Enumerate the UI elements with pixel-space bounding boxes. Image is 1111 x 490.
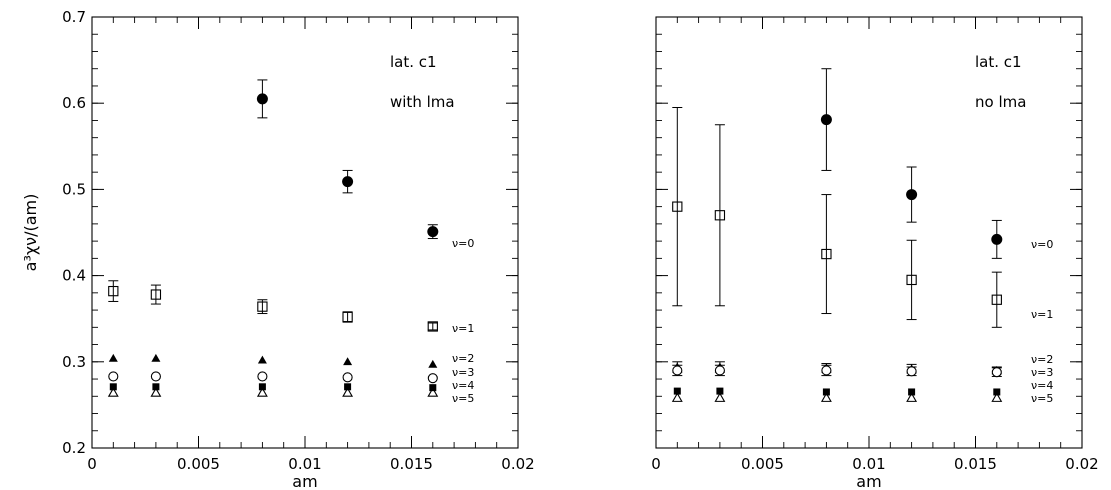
left-nu2-point [151, 353, 161, 362]
left-nu1-label: ν=1 [452, 322, 474, 335]
left-nu2-point [343, 357, 353, 366]
left-nu4-point [109, 383, 117, 391]
left-nu0-point [342, 176, 354, 188]
left-nu3-label: ν=3 [452, 366, 474, 379]
right-x-tick-label: 0.01 [852, 455, 885, 473]
right-nu1-point [821, 248, 832, 260]
left-y-tick-label: 0.7 [62, 8, 86, 26]
right-nu0-label: ν=0 [1031, 238, 1053, 251]
left-nu1-point [342, 311, 353, 323]
right-nu2-label: ν=2 [1031, 353, 1053, 366]
left-nu3-point [257, 371, 268, 382]
right-series-nu1 [672, 107, 1002, 328]
right-series-nu0 [820, 68, 1003, 259]
right-nu1-label: ν=1 [1031, 308, 1053, 321]
left-y-tick-label: 0.4 [62, 267, 86, 285]
left-y-tick-label: 0.2 [62, 439, 86, 457]
right-annotation: lat. c1 [975, 53, 1022, 71]
left-x-tick-label: 0 [87, 455, 97, 473]
right-x-tick-label: 0 [651, 455, 661, 473]
right-nu1-point [714, 210, 726, 221]
right-nu4-point [908, 388, 916, 396]
left-series-nu1 [108, 280, 438, 332]
right-nu3-point [906, 366, 917, 377]
right-nu4-point [822, 388, 830, 396]
left-nu4-point [344, 383, 352, 391]
left-y-tick-label: 0.5 [62, 180, 86, 198]
right-nu5-point [820, 392, 832, 402]
right-nu5-label: ν=5 [1031, 392, 1053, 405]
left-x-tick-label: 0.005 [177, 455, 220, 473]
left-nu2-point [257, 355, 267, 364]
right-nu1-point [991, 294, 1002, 305]
left-nu3-point [427, 373, 438, 384]
right-nu4-point [673, 387, 681, 395]
left-nu2-point [108, 353, 118, 362]
right-x-axis-title: am [856, 472, 881, 490]
left-y-axis-title: a³χν/(am) [21, 194, 40, 272]
right-nu5-point [671, 392, 683, 402]
left-nu2-label: ν=2 [452, 352, 474, 365]
left-nu4-point [152, 383, 160, 391]
left-nu3-point [342, 372, 353, 383]
right-nu4-point [716, 387, 724, 395]
left-series-nu5 [107, 387, 439, 397]
left-y-tick-label: 0.6 [62, 94, 86, 112]
left-nu5-label: ν=5 [452, 392, 474, 405]
left-nu5-point [342, 387, 354, 397]
right-nu3-point [672, 365, 683, 376]
right-series-nu5 [671, 392, 1003, 402]
left-x-tick-label: 0.01 [288, 455, 321, 473]
right-annotation: no lma [975, 93, 1026, 111]
right-nu1-point [906, 274, 917, 286]
left-nu1-point [257, 301, 268, 312]
left-nu5-point [427, 387, 439, 397]
left-nu5-point [256, 387, 268, 397]
left-nu3-point [150, 371, 161, 382]
left-series-nu2 [108, 353, 438, 368]
left-annotation: lat. c1 [390, 53, 437, 71]
right-nu0-point [820, 114, 832, 126]
right-nu3-label: ν=3 [1031, 366, 1053, 379]
left-panel: 0 0.005 0.01 0.015 0.02 0.2 0.3 0.4 0.5 0.6 0.7 am a… [21, 8, 535, 490]
right-x-tick-label: 0.005 [741, 455, 784, 473]
left-series-nu0 [256, 79, 439, 240]
left-series-nu3 [108, 371, 438, 384]
left-x-axis-title: am [292, 472, 317, 490]
right-series-nu4 [673, 387, 1001, 396]
left-nu2-point [428, 359, 438, 368]
left-nu4-point [258, 383, 266, 391]
right-nu0-point [991, 233, 1003, 245]
right-panel: 0 0.005 0.01 0.015 0.02 am lat. c1 no lma ν=0 ν=1… [651, 16, 1099, 490]
left-nu0-point [427, 226, 439, 238]
right-nu1-point [672, 201, 683, 212]
left-nu1-point [150, 289, 162, 300]
left-nu4-label: ν=4 [452, 379, 474, 392]
right-nu5-point [991, 392, 1003, 402]
left-x-tick-label: 0.015 [390, 455, 433, 473]
left-annotation: with lma [390, 93, 455, 111]
left-x-tick-label: 0.02 [501, 455, 534, 473]
left-nu1-point [108, 285, 119, 297]
right-nu5-point [714, 392, 726, 402]
left-nu0-label: ν=0 [452, 237, 474, 250]
right-nu5-point [906, 392, 918, 402]
left-nu5-point [107, 387, 119, 397]
left-nu3-point [108, 371, 119, 382]
right-x-tick-label: 0.015 [954, 455, 997, 473]
right-nu3-point [714, 365, 725, 376]
right-nu3-point [991, 367, 1002, 378]
right-x-tick-label: 0.02 [1065, 455, 1098, 473]
left-nu1-point [427, 321, 438, 332]
right-nu4-label: ν=4 [1031, 379, 1053, 392]
left-nu5-point [150, 387, 162, 397]
right-nu3-point [821, 365, 832, 376]
left-series-nu4 [109, 383, 437, 392]
left-y-tick-label: 0.3 [62, 353, 86, 371]
left-nu0-point [256, 93, 268, 105]
right-nu4-point [993, 388, 1001, 396]
right-series-nu3 [672, 364, 1002, 378]
right-nu0-point [906, 189, 918, 201]
